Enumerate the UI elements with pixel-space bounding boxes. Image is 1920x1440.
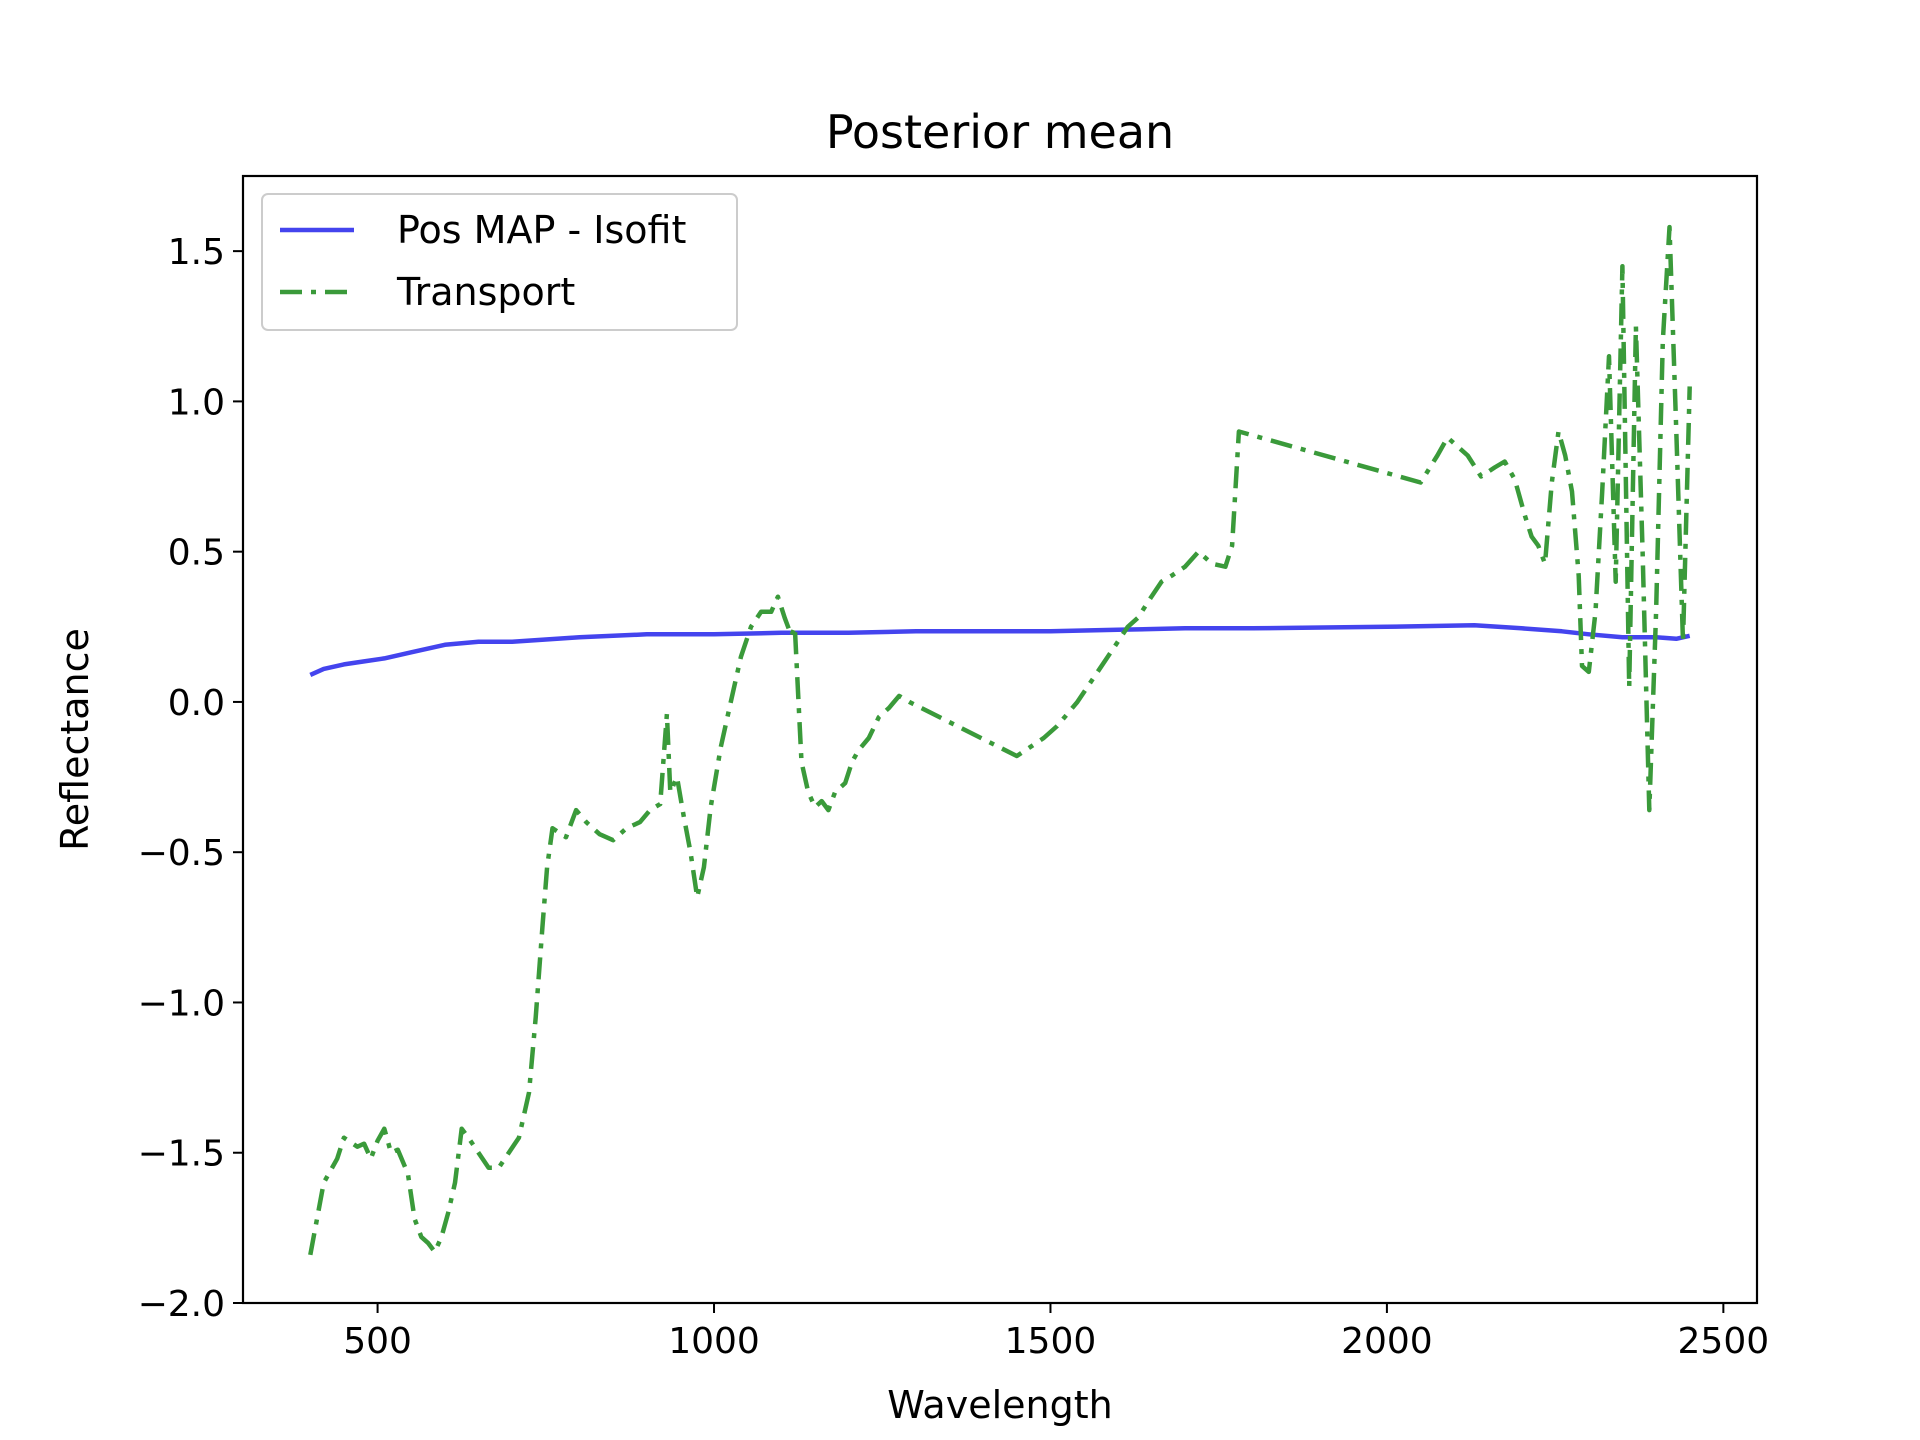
legend: Pos MAP - Isofit Transport [261,193,738,331]
y-axis: −2.0 −1.5 −1.0 −0.5 0.0 0.5 1.0 1.5 [138,232,243,1325]
legend-box [261,193,738,331]
series-line-transport [308,224,1692,1256]
x-tick-label: 1000 [668,1321,760,1362]
y-tick-label: −0.5 [138,833,225,874]
y-tick-label: 1.5 [168,232,225,273]
y-tick-label: 1.0 [168,382,225,423]
x-axis-label: Wavelength [887,1383,1112,1427]
x-tick-label: 500 [343,1321,412,1362]
chart-title: Posterior mean [826,105,1174,159]
axes-frame [241,174,1759,1305]
y-tick-label: 0.5 [168,533,225,574]
y-tick-label: −1.5 [138,1134,225,1175]
plot-area [308,224,1692,1256]
y-tick-label: −2.0 [138,1284,225,1325]
x-axis: 500 1000 1500 2000 2500 [343,1303,1769,1362]
x-tick-label: 2500 [1678,1321,1770,1362]
y-tick-label: 0.0 [168,683,225,724]
y-tick-label: −1.0 [138,983,225,1024]
x-tick-label: 2000 [1341,1321,1433,1362]
legend-label: Pos MAP - Isofit [397,208,686,252]
x-tick-label: 1500 [1005,1321,1097,1362]
y-axis-label: Reflectance [53,628,97,851]
legend-label: Transport [396,270,575,314]
series-line-pos-map-isofit [309,623,1691,677]
